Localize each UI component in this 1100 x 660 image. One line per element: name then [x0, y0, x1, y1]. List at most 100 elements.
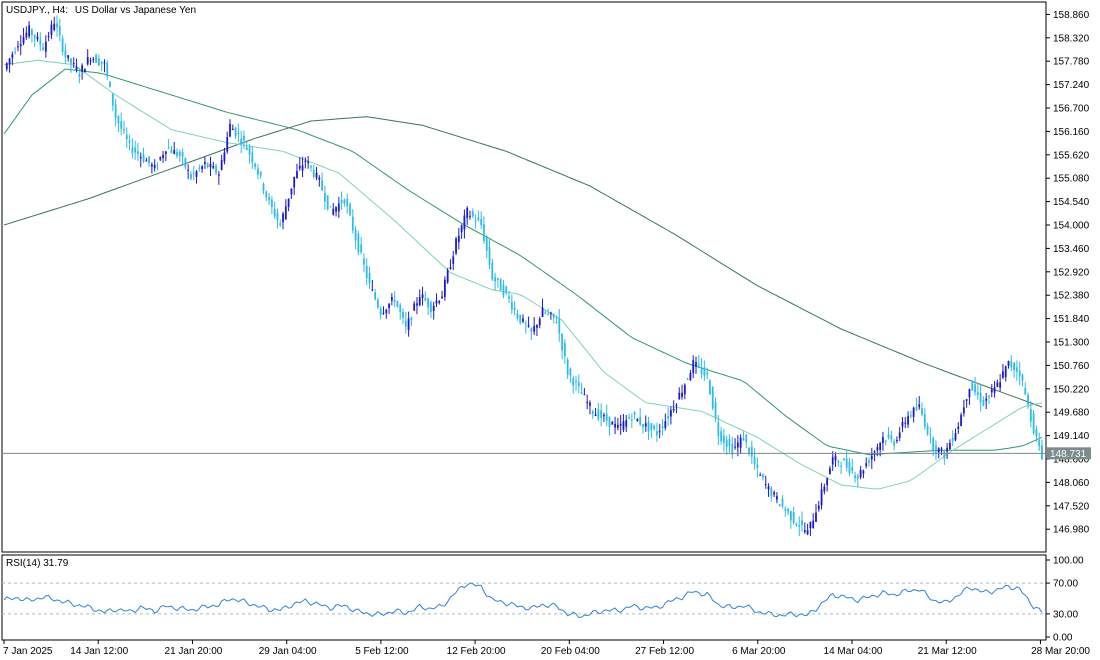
candle [190, 170, 192, 181]
candle [884, 439, 887, 446]
candle-body [137, 151, 139, 155]
candle-body [935, 445, 937, 453]
candle [134, 140, 137, 160]
candle-body [616, 425, 619, 428]
chart-title: USDJPY., H4: US Dollar vs Japanese Yen [6, 5, 196, 16]
candle [700, 358, 703, 379]
candle-body [971, 380, 974, 391]
price-tick-label: 157.780 [1053, 57, 1090, 68]
candle [764, 475, 767, 489]
candle [192, 165, 195, 181]
candle [499, 278, 502, 291]
candle-body [42, 47, 44, 50]
candle-body [907, 416, 909, 425]
candle [865, 457, 868, 469]
candle [368, 266, 371, 289]
candle [282, 211, 284, 230]
price-panel[interactable] [1, 1, 1047, 553]
candle-body [575, 381, 577, 383]
candle-body [893, 441, 896, 446]
candle-body [692, 360, 695, 374]
candle-body [156, 165, 159, 167]
candle [382, 306, 385, 315]
candle [879, 441, 882, 457]
candle-body [502, 284, 505, 296]
candle [597, 403, 600, 422]
price-tick-label: 155.620 [1053, 150, 1090, 161]
candle-body [106, 62, 109, 77]
candle [923, 408, 926, 430]
candle [750, 440, 753, 464]
candle [915, 397, 918, 412]
candle [806, 523, 809, 536]
candle [226, 131, 229, 154]
candle-body [725, 440, 728, 448]
candle-body [377, 299, 379, 308]
candle [290, 188, 293, 199]
candle-body [103, 62, 106, 64]
candle [413, 301, 416, 312]
candle [686, 377, 689, 381]
candle-body [683, 384, 686, 395]
candle [323, 185, 326, 210]
candle-body [586, 401, 589, 404]
candle [248, 143, 251, 164]
candle-body [536, 325, 538, 328]
candle [695, 356, 697, 374]
candle [170, 145, 173, 154]
candle [265, 190, 268, 202]
candle [678, 387, 681, 400]
candle [145, 157, 148, 162]
candle-body [759, 474, 762, 476]
candle [474, 214, 477, 229]
candle [220, 154, 223, 171]
candle-body [851, 467, 854, 472]
candle-body [594, 414, 597, 416]
candle [100, 61, 103, 71]
candle [351, 209, 354, 234]
rsi-panel[interactable] [1, 554, 1047, 641]
candle-body [390, 296, 393, 301]
price-tick-label: 149.680 [1053, 408, 1090, 419]
candle-body [164, 151, 167, 155]
candle [390, 293, 393, 306]
candle [296, 163, 298, 179]
candle [463, 209, 466, 239]
candle [826, 477, 829, 492]
candle-body [243, 135, 245, 141]
candle-body [547, 313, 550, 315]
candle-body [929, 433, 932, 435]
candle-body [513, 307, 516, 311]
candle-body [700, 367, 703, 375]
candle [812, 513, 815, 529]
candle-body [940, 448, 943, 450]
candle-body [611, 421, 614, 425]
candle-body [181, 151, 184, 157]
candle [689, 370, 692, 381]
candle-body [1041, 445, 1043, 460]
candle [209, 156, 212, 177]
candle [580, 382, 583, 395]
candle-body [56, 23, 58, 28]
candle-body [393, 300, 396, 303]
candle-body [192, 173, 195, 175]
candle [965, 398, 968, 408]
candle [971, 380, 974, 392]
candle [524, 320, 527, 334]
candle-body [664, 421, 667, 428]
candle-body [273, 209, 276, 217]
candle-body [982, 400, 985, 406]
candle-body [686, 378, 689, 380]
candle-body [416, 303, 418, 306]
time-axis: 7 Jan 2025 14 Jan 12:00 21 Jan 20:00 29 Jan… [3, 640, 1090, 657]
candle-body [162, 154, 164, 158]
candle [293, 176, 296, 195]
candle-body [212, 166, 215, 169]
candle [365, 258, 368, 286]
candle [95, 53, 97, 63]
candle-body [61, 38, 64, 52]
candle-body [667, 416, 669, 419]
candle-body [653, 425, 656, 429]
candle-body [854, 475, 856, 478]
